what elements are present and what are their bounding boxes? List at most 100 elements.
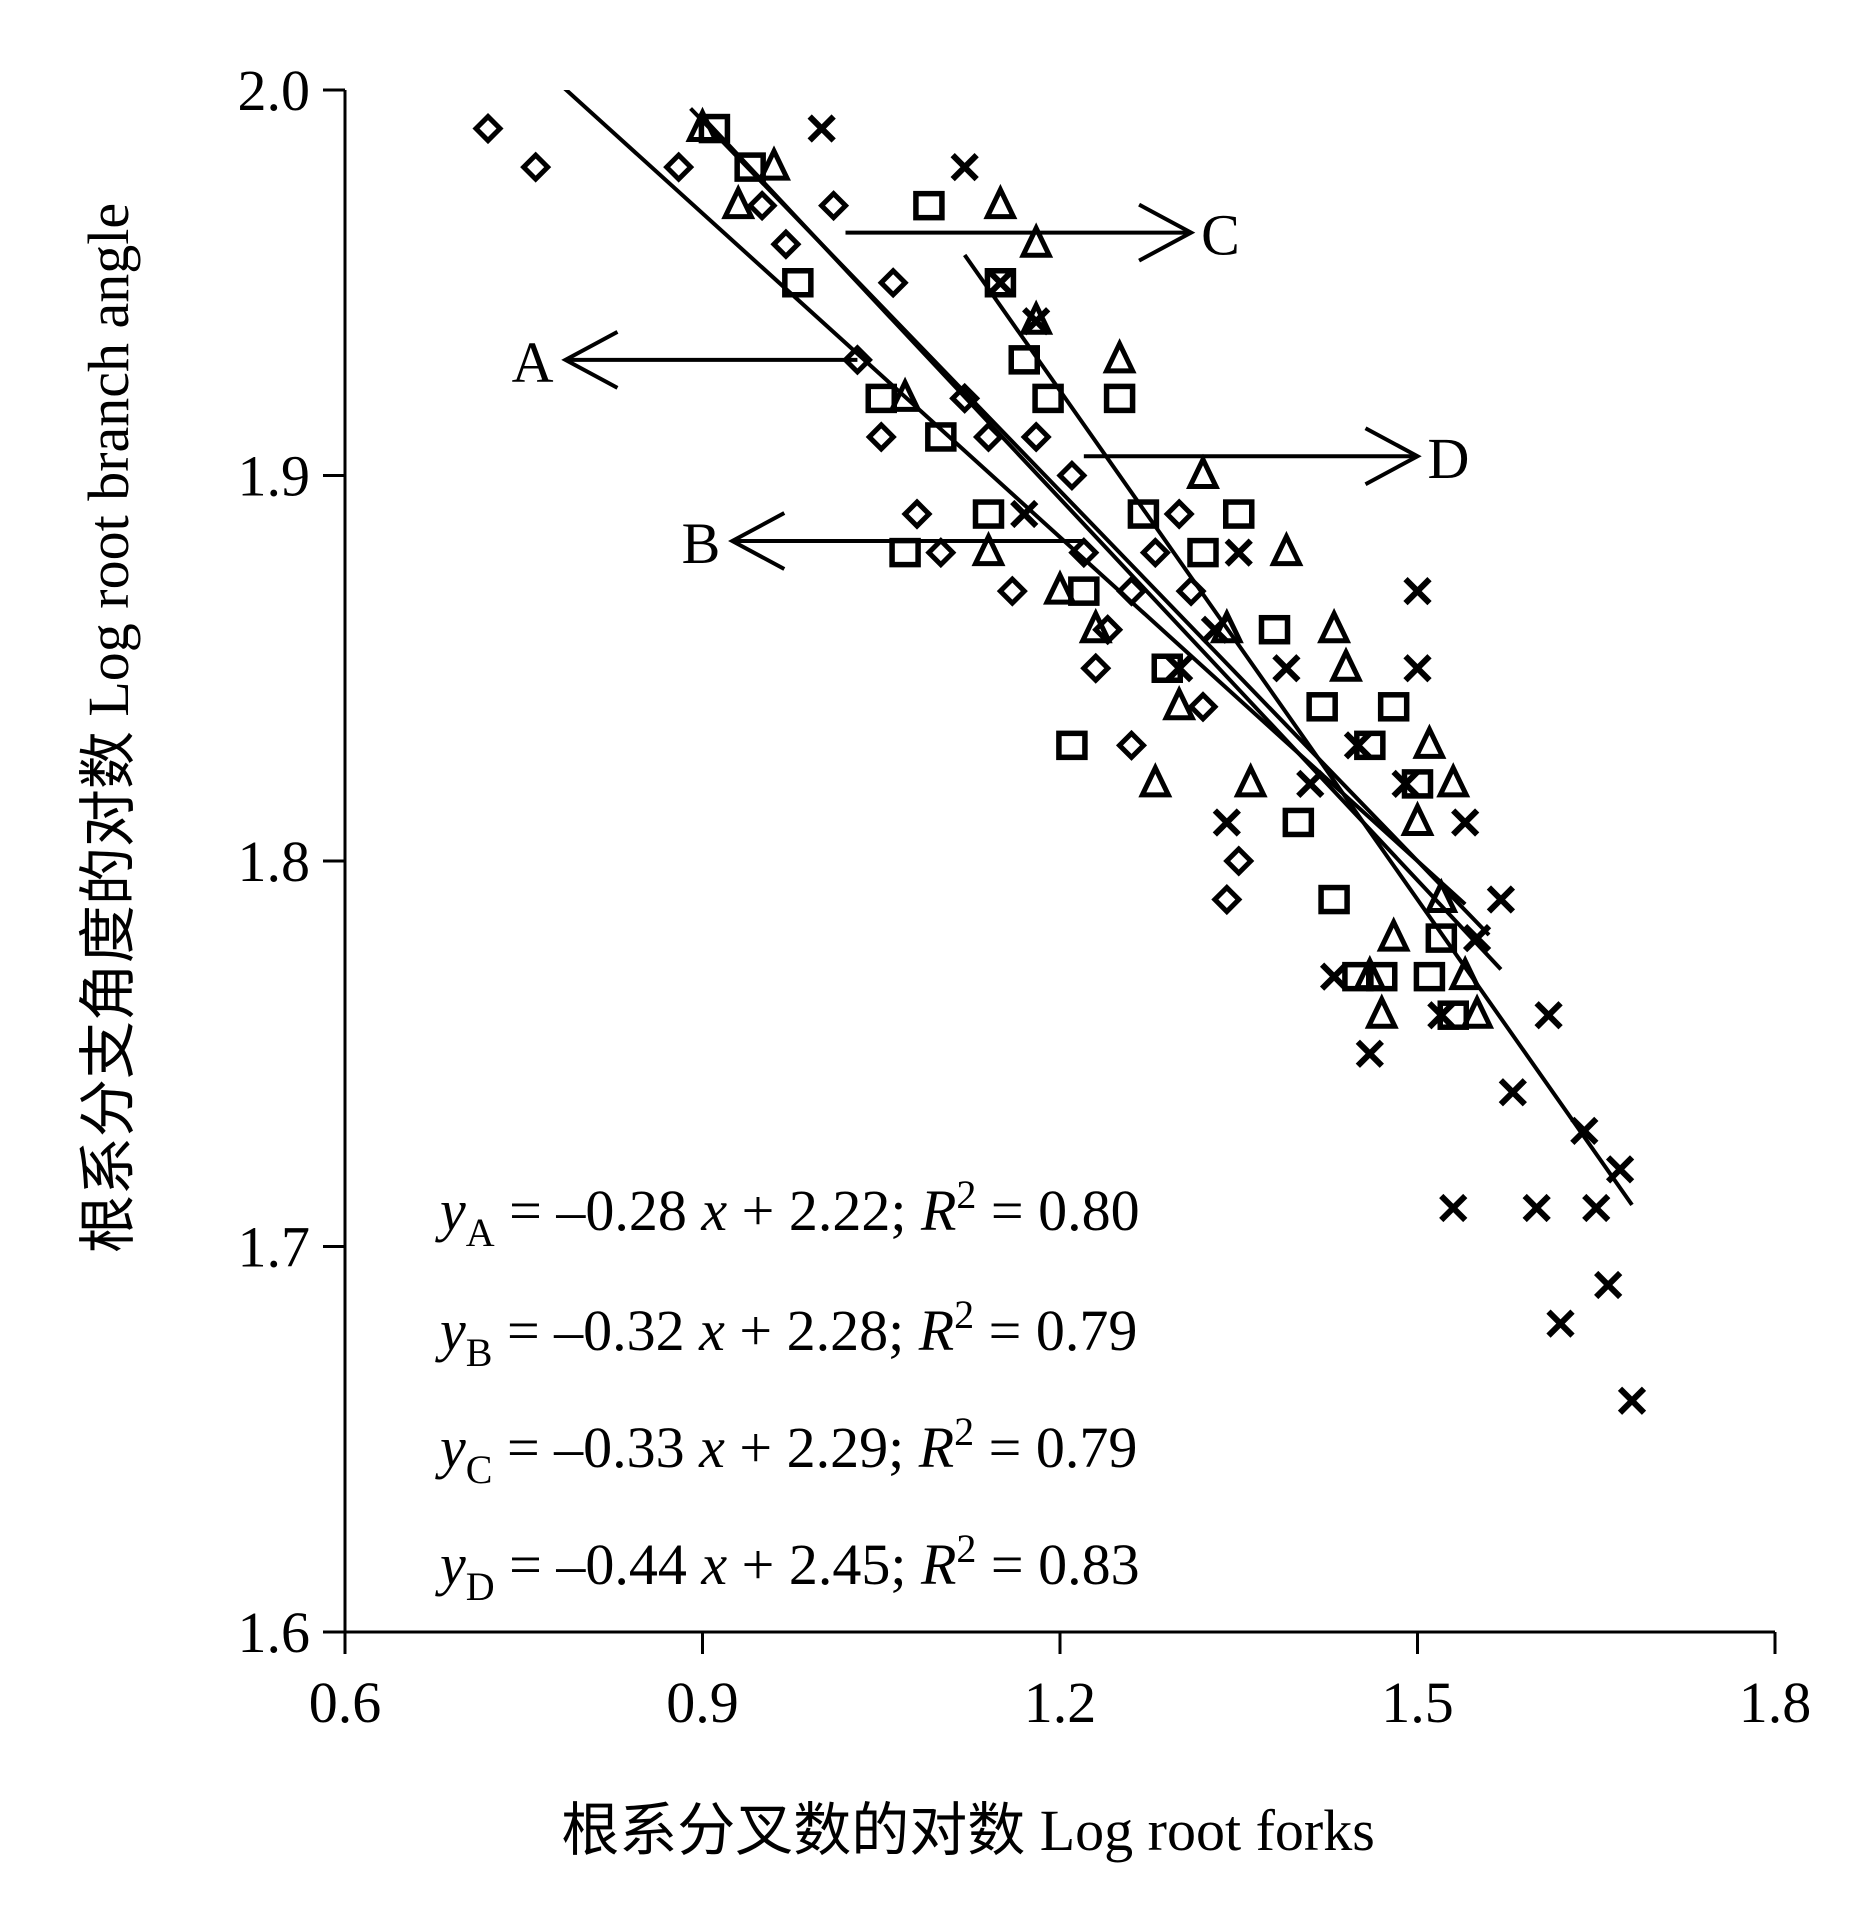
x-point-25 [1546, 1309, 1575, 1338]
x-point-5 [1165, 654, 1194, 683]
square-point-7 [972, 499, 1005, 529]
triangle-point-25 [1436, 762, 1471, 798]
diamond-point-13 [996, 575, 1028, 607]
triangle-point-13 [1186, 453, 1220, 489]
square-point-3 [865, 383, 897, 414]
triangle-point-9 [1078, 607, 1113, 644]
x-tick-label-1: 0.9 [666, 1670, 739, 1735]
x-point-3 [1022, 307, 1051, 336]
x-point-26 [1570, 1116, 1599, 1145]
x-point-2 [986, 268, 1015, 297]
diamond-point-11 [949, 382, 981, 414]
fit-line-A [563, 90, 1467, 906]
diamond-point-4 [770, 228, 802, 260]
x-point-1 [950, 152, 979, 182]
square-point-12 [1068, 576, 1100, 606]
triangle-point-7 [971, 530, 1006, 567]
diamond-point-21 [1139, 537, 1171, 569]
square-point-18 [1258, 614, 1291, 645]
diamond-point-15 [1056, 459, 1088, 492]
x-point-12 [1343, 731, 1373, 760]
x-point-15 [1403, 577, 1432, 606]
x-point-8 [1224, 538, 1253, 567]
x-point-28 [1594, 1270, 1623, 1300]
x-point-22 [1498, 1078, 1527, 1107]
triangle-point-21 [1376, 916, 1411, 952]
x-point-16 [1403, 654, 1432, 683]
triangle-point-19 [1352, 954, 1387, 991]
x-point-9 [1272, 654, 1301, 683]
x-point-0 [807, 114, 836, 143]
equation-B: yB = –0.32 x + 2.28; R2 = 0.79 [435, 1292, 1137, 1375]
triangle-point-12 [1162, 685, 1197, 721]
x-point-23 [1522, 1193, 1551, 1223]
y-axis-title: 根系分支角度的对数 Log root branch angle [76, 203, 141, 1253]
equations: yA = –0.28 x + 2.22; R2 = 0.80 yB = –0.32… [435, 1172, 1140, 1609]
triangle-point-27 [1460, 993, 1495, 1029]
diamond-point-20 [1115, 575, 1148, 607]
arrow-head-A [561, 330, 619, 390]
triangle-point-20 [1364, 993, 1399, 1029]
square-point-9 [1008, 345, 1040, 375]
diamond-point-10 [925, 537, 957, 569]
square-point-11 [1056, 730, 1088, 761]
arrow-head-D [1364, 426, 1422, 486]
data-points [472, 106, 1647, 1415]
x-point-13 [1355, 1039, 1384, 1068]
diamond-point-8 [865, 421, 897, 453]
y-tick-label-0: 1.6 [238, 1600, 311, 1665]
equation-A: yA = –0.28 x + 2.22; R2 = 0.80 [435, 1172, 1140, 1255]
triangle-point-8 [1043, 569, 1077, 605]
x-tick-label-4: 1.8 [1739, 1670, 1812, 1735]
triangle-point-1 [721, 183, 756, 220]
x-point-24 [1534, 1001, 1563, 1030]
square-point-8 [984, 268, 1017, 298]
diamond-point-12 [972, 421, 1005, 453]
x-tick-label-2: 1.2 [1024, 1670, 1097, 1735]
diamond-point-23 [1175, 575, 1207, 607]
y-tick-label-2: 1.8 [238, 829, 311, 894]
y-tick-label-3: 1.9 [238, 444, 311, 509]
square-point-21 [1318, 884, 1350, 915]
diamond-point-17 [1080, 652, 1112, 684]
y-tick-label-1: 1.7 [238, 1215, 311, 1280]
triangle-point-22 [1400, 800, 1435, 836]
triangle-point-5 [1019, 222, 1054, 258]
x-point-6 [1200, 615, 1230, 644]
square-point-28 [1425, 923, 1458, 953]
diamond-point-9 [901, 498, 933, 530]
fit-line-D [963, 253, 1634, 1207]
triangle-point-16 [1269, 530, 1304, 567]
diamond-point-22 [1163, 498, 1195, 530]
x-point-10 [1296, 769, 1325, 799]
x-point-20 [1462, 923, 1492, 953]
diamond-point-14 [1020, 421, 1052, 453]
diamond-point-24 [1187, 691, 1219, 723]
triangle-point-26 [1448, 954, 1483, 991]
x-tick-label-3: 1.5 [1381, 1670, 1454, 1735]
triangle-point-10 [1102, 338, 1137, 374]
diamond-point-5 [818, 190, 850, 222]
diamond-point-16 [1068, 537, 1100, 569]
triangle-point-4 [983, 183, 1018, 220]
square-point-27 [1413, 961, 1446, 992]
x-point-30 [1617, 1386, 1647, 1415]
diamond-point-6 [841, 344, 873, 376]
triangle-point-3 [888, 376, 923, 412]
line-label-D: D [1428, 426, 1470, 491]
square-point-25 [1377, 692, 1410, 722]
square-point-20 [1306, 692, 1338, 722]
regression-lines [563, 90, 1634, 1207]
triangle-point-23 [1412, 723, 1447, 759]
diamond-point-26 [1223, 845, 1255, 877]
diamond-point-19 [1115, 729, 1148, 761]
square-point-2 [782, 268, 814, 298]
square-point-17 [1223, 499, 1255, 529]
square-point-6 [913, 190, 945, 221]
triangle-point-15 [1233, 762, 1268, 798]
square-point-1 [734, 152, 766, 182]
line-label-A: A [512, 330, 554, 395]
arrow-head-C [1138, 202, 1196, 263]
